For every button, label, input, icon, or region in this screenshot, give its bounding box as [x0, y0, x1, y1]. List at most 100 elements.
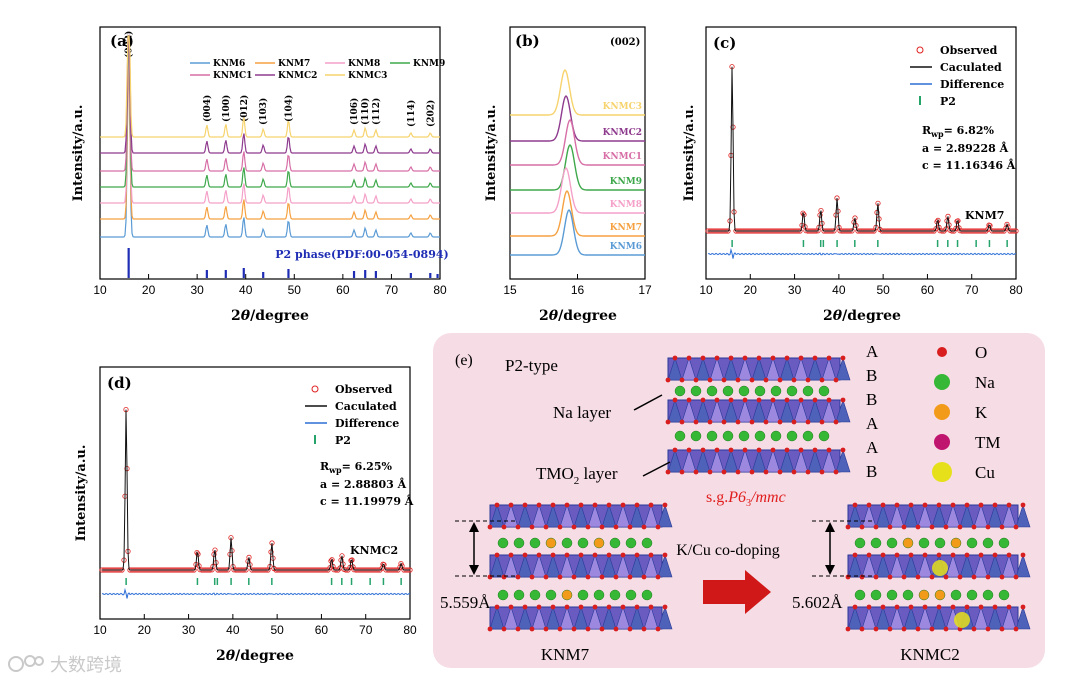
oxygen-atom — [742, 355, 748, 361]
tmo2-slab-octahedron — [643, 554, 659, 578]
oxygen-atom — [826, 355, 832, 361]
oxygen-atom — [859, 626, 865, 632]
oxygen-atom — [508, 502, 514, 508]
oxygen-atom — [522, 552, 528, 558]
oxygen-atom — [852, 502, 858, 508]
panel-c-legend: Observed Caculated Difference P2 — [910, 44, 1004, 108]
tmo2-slab-octahedron — [601, 554, 617, 578]
space-group: s.g.P63/mmc — [706, 489, 786, 509]
oxygen-atom — [721, 377, 727, 383]
panel-c-tick-label: 40 — [832, 283, 846, 297]
oxygen-atom — [1020, 604, 1026, 610]
legend-atom-label: Na — [975, 373, 995, 392]
tmo2-slab-octahedron — [889, 554, 905, 578]
na-atom — [497, 589, 509, 601]
tmo2-slab-octahedron — [917, 554, 933, 578]
panel-b-label: (b) — [515, 32, 540, 50]
oxygen-atom — [1013, 524, 1019, 530]
stacking-letter: A — [866, 438, 879, 457]
legend-atom-o-icon — [937, 347, 947, 357]
panel-a-tick-label: 70 — [385, 283, 399, 297]
oxygen-atom — [845, 626, 851, 632]
atom-legend: O Na K TM Cu — [932, 343, 1001, 482]
legend-label: Caculated — [335, 400, 397, 413]
tmo2-slab-octahedron — [875, 504, 891, 528]
oxygen-atom — [784, 447, 790, 453]
tmo2-slab-octahedron — [489, 606, 505, 630]
tmo2-slab-octahedron — [573, 504, 589, 528]
oxygen-atom — [1006, 502, 1012, 508]
oxygen-atom — [770, 397, 776, 403]
oxygen-atom — [662, 502, 668, 508]
oxygen-atom — [756, 447, 762, 453]
oxygen-atom — [707, 419, 713, 425]
tmo2-slab-octahedron — [931, 606, 947, 630]
tmo2-slab-octahedron — [517, 504, 533, 528]
oxygen-atom — [735, 469, 741, 475]
na-atom — [577, 589, 589, 601]
tmo2-slab-octahedron — [695, 357, 711, 381]
panel-c-label: (c) — [713, 34, 736, 52]
oxygen-atom — [985, 524, 991, 530]
oxygen-atom — [606, 552, 612, 558]
tmo2-slab-octahedron — [1001, 554, 1017, 578]
na-atom — [950, 589, 962, 601]
oxygen-atom — [798, 397, 804, 403]
panel-d-frame — [99, 366, 411, 620]
oxygen-atom — [620, 502, 626, 508]
na-atom — [690, 385, 702, 397]
tmo2-slab-octahedron — [545, 504, 561, 528]
interlayer-distance-knm7: 5.559Å — [440, 593, 491, 612]
observed-point — [381, 562, 387, 568]
oxygen-atom — [833, 377, 839, 383]
sample-label-knmc2: KNMC2 — [603, 128, 642, 138]
oxygen-atom — [756, 397, 762, 403]
panel-a-tick-label: 40 — [239, 283, 253, 297]
oxygen-atom — [592, 502, 598, 508]
oxygen-atom — [557, 626, 563, 632]
panel-b-peak-label: (002) — [610, 37, 640, 48]
tmo2-slab-octahedron — [875, 554, 891, 578]
panel-a-xlabel: 2θ/degree — [231, 308, 309, 324]
oxygen-atom — [936, 552, 942, 558]
tmo2-slab-octahedron — [779, 357, 795, 381]
panel-a-legend: KNM6 KNM7 KNM8 KNM9 KNMC1 KNMC2 KNMC3 — [190, 59, 445, 81]
oxygen-atom — [805, 469, 811, 475]
oxygen-atom — [887, 626, 893, 632]
panel-d-label: (d) — [107, 374, 132, 392]
oxygen-atom — [648, 552, 654, 558]
tmo2-slab-octahedron — [889, 606, 905, 630]
oxygen-atom — [777, 469, 783, 475]
oxygen-atom — [992, 604, 998, 610]
oxygen-atom — [693, 469, 699, 475]
na-atom — [577, 537, 589, 549]
na-atom — [818, 385, 830, 397]
na-atom — [770, 385, 782, 397]
tmo2-slab-octahedron — [587, 504, 603, 528]
watermark-logo-icon — [8, 655, 44, 672]
oxygen-atom — [777, 377, 783, 383]
oxygen-atom — [866, 604, 872, 610]
tmo2-slab-octahedron — [1001, 606, 1017, 630]
panel-a-tick-label: 50 — [288, 283, 302, 297]
tmo2-slab-octahedron — [751, 357, 767, 381]
na-atom — [722, 385, 734, 397]
tmo2-slab-octahedron — [987, 504, 1003, 528]
oxygen-atom — [721, 419, 727, 425]
na-layer-label: Na layer — [553, 403, 611, 422]
k-atom — [934, 589, 946, 601]
tmo2-slab-octahedron — [821, 449, 837, 473]
tmo2-slab-octahedron — [765, 449, 781, 473]
na-atom — [934, 537, 946, 549]
oxygen-atom — [613, 574, 619, 580]
oxygen-atom — [522, 502, 528, 508]
oxygen-atom — [894, 502, 900, 508]
tmo2-slab-octahedron — [847, 606, 863, 630]
oxygen-atom — [791, 377, 797, 383]
tmo2-slab-octahedron — [793, 399, 809, 423]
oxygen-atom — [901, 574, 907, 580]
oxygen-atom — [585, 626, 591, 632]
oxygen-atom — [721, 469, 727, 475]
oxygen-atom — [826, 447, 832, 453]
panel-d-tick-label: 10 — [93, 623, 107, 637]
